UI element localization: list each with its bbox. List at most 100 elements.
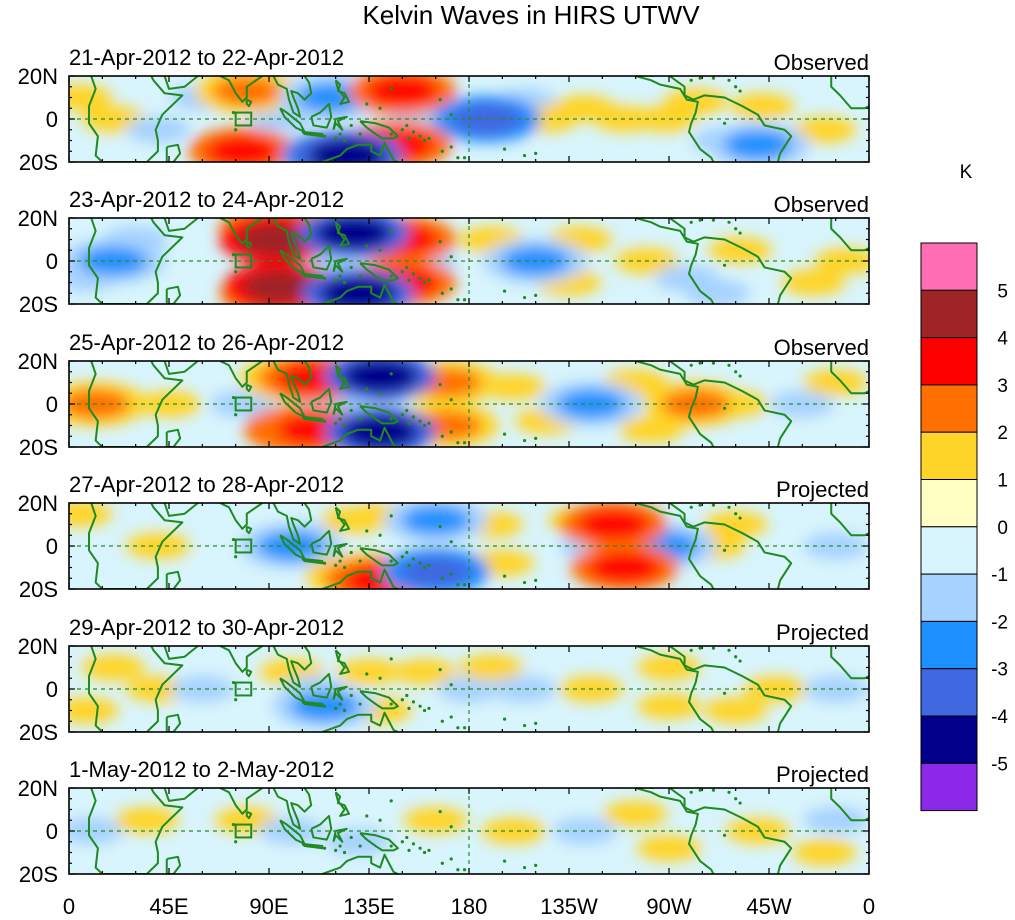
island xyxy=(522,295,527,300)
colorbar-swatch xyxy=(920,762,978,812)
panel-type-label: Observed xyxy=(774,335,869,360)
anomaly-blob xyxy=(69,503,113,527)
island xyxy=(449,857,453,861)
coastline xyxy=(651,76,793,162)
coastline xyxy=(163,76,199,90)
coastline xyxy=(245,668,253,678)
y-tick-label: 20S xyxy=(19,720,58,745)
coastline xyxy=(635,361,715,447)
island xyxy=(400,555,404,559)
anomaly-blob xyxy=(814,247,869,275)
colorbar-swatch xyxy=(920,715,978,764)
anomaly-blob xyxy=(619,416,684,443)
reference-box xyxy=(234,681,253,697)
island xyxy=(316,559,320,563)
anomaly-blob xyxy=(792,839,857,866)
coastline xyxy=(219,361,263,388)
island xyxy=(358,132,362,136)
island xyxy=(727,790,731,794)
coastline xyxy=(334,506,350,532)
coastline xyxy=(334,79,350,105)
island xyxy=(722,691,727,695)
island xyxy=(449,255,453,259)
y-tick-label: 20N xyxy=(18,64,58,89)
island xyxy=(411,130,416,134)
island xyxy=(456,868,460,872)
island xyxy=(338,844,342,848)
coastline xyxy=(272,218,313,260)
coastlines xyxy=(88,218,869,304)
anomaly-blob xyxy=(603,800,668,827)
coastline xyxy=(310,672,333,699)
coastline xyxy=(321,711,399,732)
island xyxy=(231,252,236,257)
island xyxy=(405,693,409,698)
coastline xyxy=(359,262,399,282)
island xyxy=(422,138,427,143)
x-tick-label: 90W xyxy=(646,894,691,919)
island xyxy=(502,574,507,578)
island xyxy=(522,438,527,443)
island xyxy=(462,298,467,302)
island xyxy=(334,136,338,140)
anomaly-blob xyxy=(366,76,439,107)
island xyxy=(342,850,347,855)
island xyxy=(342,708,347,713)
anomaly-blob xyxy=(342,361,419,393)
island xyxy=(342,138,347,143)
colorbar-label: 2 xyxy=(997,423,1008,444)
coastline xyxy=(830,788,869,822)
island xyxy=(440,861,444,865)
island xyxy=(389,132,393,136)
island xyxy=(389,372,393,376)
island xyxy=(338,702,342,706)
coastline xyxy=(359,547,399,567)
island xyxy=(522,865,527,870)
colorbar-swatch xyxy=(920,668,978,717)
island xyxy=(389,229,393,233)
coastline xyxy=(165,855,182,874)
island xyxy=(405,408,409,413)
island xyxy=(400,270,404,274)
coastline xyxy=(635,503,715,589)
island xyxy=(449,572,453,576)
coastline xyxy=(321,853,399,874)
island xyxy=(449,145,453,149)
island xyxy=(738,374,742,378)
island xyxy=(334,706,338,710)
island xyxy=(502,147,507,151)
x-tick-label: 0 xyxy=(863,894,875,919)
anomaly-blob xyxy=(770,390,835,418)
coastline xyxy=(359,120,399,140)
anomaly-blob xyxy=(403,807,468,834)
island xyxy=(378,533,382,537)
island xyxy=(349,123,353,128)
island xyxy=(438,810,442,814)
panel-type-label: Observed xyxy=(774,50,869,75)
island xyxy=(738,89,742,93)
anomaly-blob xyxy=(237,222,314,257)
island xyxy=(438,98,442,102)
coastline xyxy=(321,283,399,304)
colorbar-label: -1 xyxy=(991,565,1008,586)
island xyxy=(522,153,527,158)
island xyxy=(342,280,347,285)
island xyxy=(358,559,362,563)
coastline xyxy=(301,842,324,850)
island xyxy=(378,818,382,822)
anomaly-blob xyxy=(297,83,366,112)
island xyxy=(462,156,467,160)
anomaly-blob xyxy=(319,276,396,304)
coastline xyxy=(321,568,399,589)
island xyxy=(438,668,442,672)
island xyxy=(534,863,538,868)
island xyxy=(440,719,444,723)
island xyxy=(389,799,393,803)
island xyxy=(711,76,716,80)
island xyxy=(534,151,538,155)
island xyxy=(342,423,347,428)
island xyxy=(711,646,716,650)
island xyxy=(534,721,538,726)
map-panel: 20N 0 20S 29-Apr-2012 to 30-Apr-2012 Project… xyxy=(18,615,870,745)
